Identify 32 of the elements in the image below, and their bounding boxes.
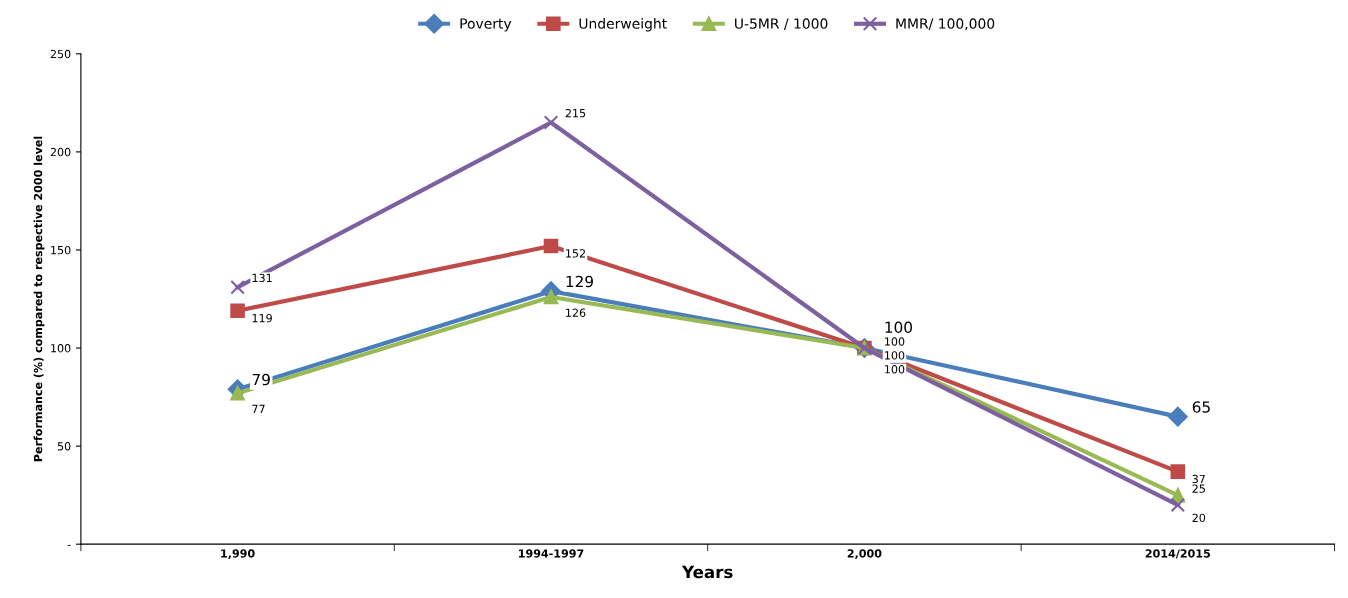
data-label: 100 (885, 365, 905, 374)
x-tick-label: 2014/2015 (1145, 549, 1210, 559)
data-label: 152 (566, 249, 585, 258)
data-label: 100 (885, 337, 905, 346)
x-tick-label: 2,000 (847, 549, 882, 560)
y-tick-label: 200 (50, 147, 71, 157)
data-label: 131 (252, 273, 272, 283)
y-tick-label: - (67, 544, 71, 546)
data-label: 215 (565, 108, 586, 118)
data-label: 79 (252, 373, 270, 386)
data-label: 20 (1192, 513, 1206, 523)
x-tick-label: 1,990 (221, 549, 255, 560)
data-label: 37 (1192, 474, 1205, 484)
x-tick-label: 1994-1997 (519, 549, 584, 558)
y-axis-title: Performance (%) compared to respective 2000 level (33, 136, 45, 462)
x-axis-title: Years (681, 565, 733, 579)
data-label: 65 (1192, 401, 1210, 413)
legend-label: Underweight (579, 18, 667, 32)
legend-label: Poverty (460, 18, 512, 32)
y-tick-label: 100 (51, 344, 71, 353)
data-label: 77 (252, 404, 265, 413)
data-label: 100 (885, 351, 905, 360)
data-label: 25 (1192, 484, 1205, 493)
data-label: 129 (566, 275, 593, 288)
y-tick-label: 250 (50, 49, 71, 59)
y-tick-label: 150 (51, 245, 71, 255)
legend-label: MMR/ 100,000 (896, 18, 995, 31)
data-label: 119 (252, 313, 272, 323)
y-tick-label: 50 (57, 442, 71, 451)
data-label: 100 (885, 321, 912, 334)
data-label: 126 (566, 308, 586, 317)
legend-label: U-5MR / 1000 (735, 18, 828, 30)
